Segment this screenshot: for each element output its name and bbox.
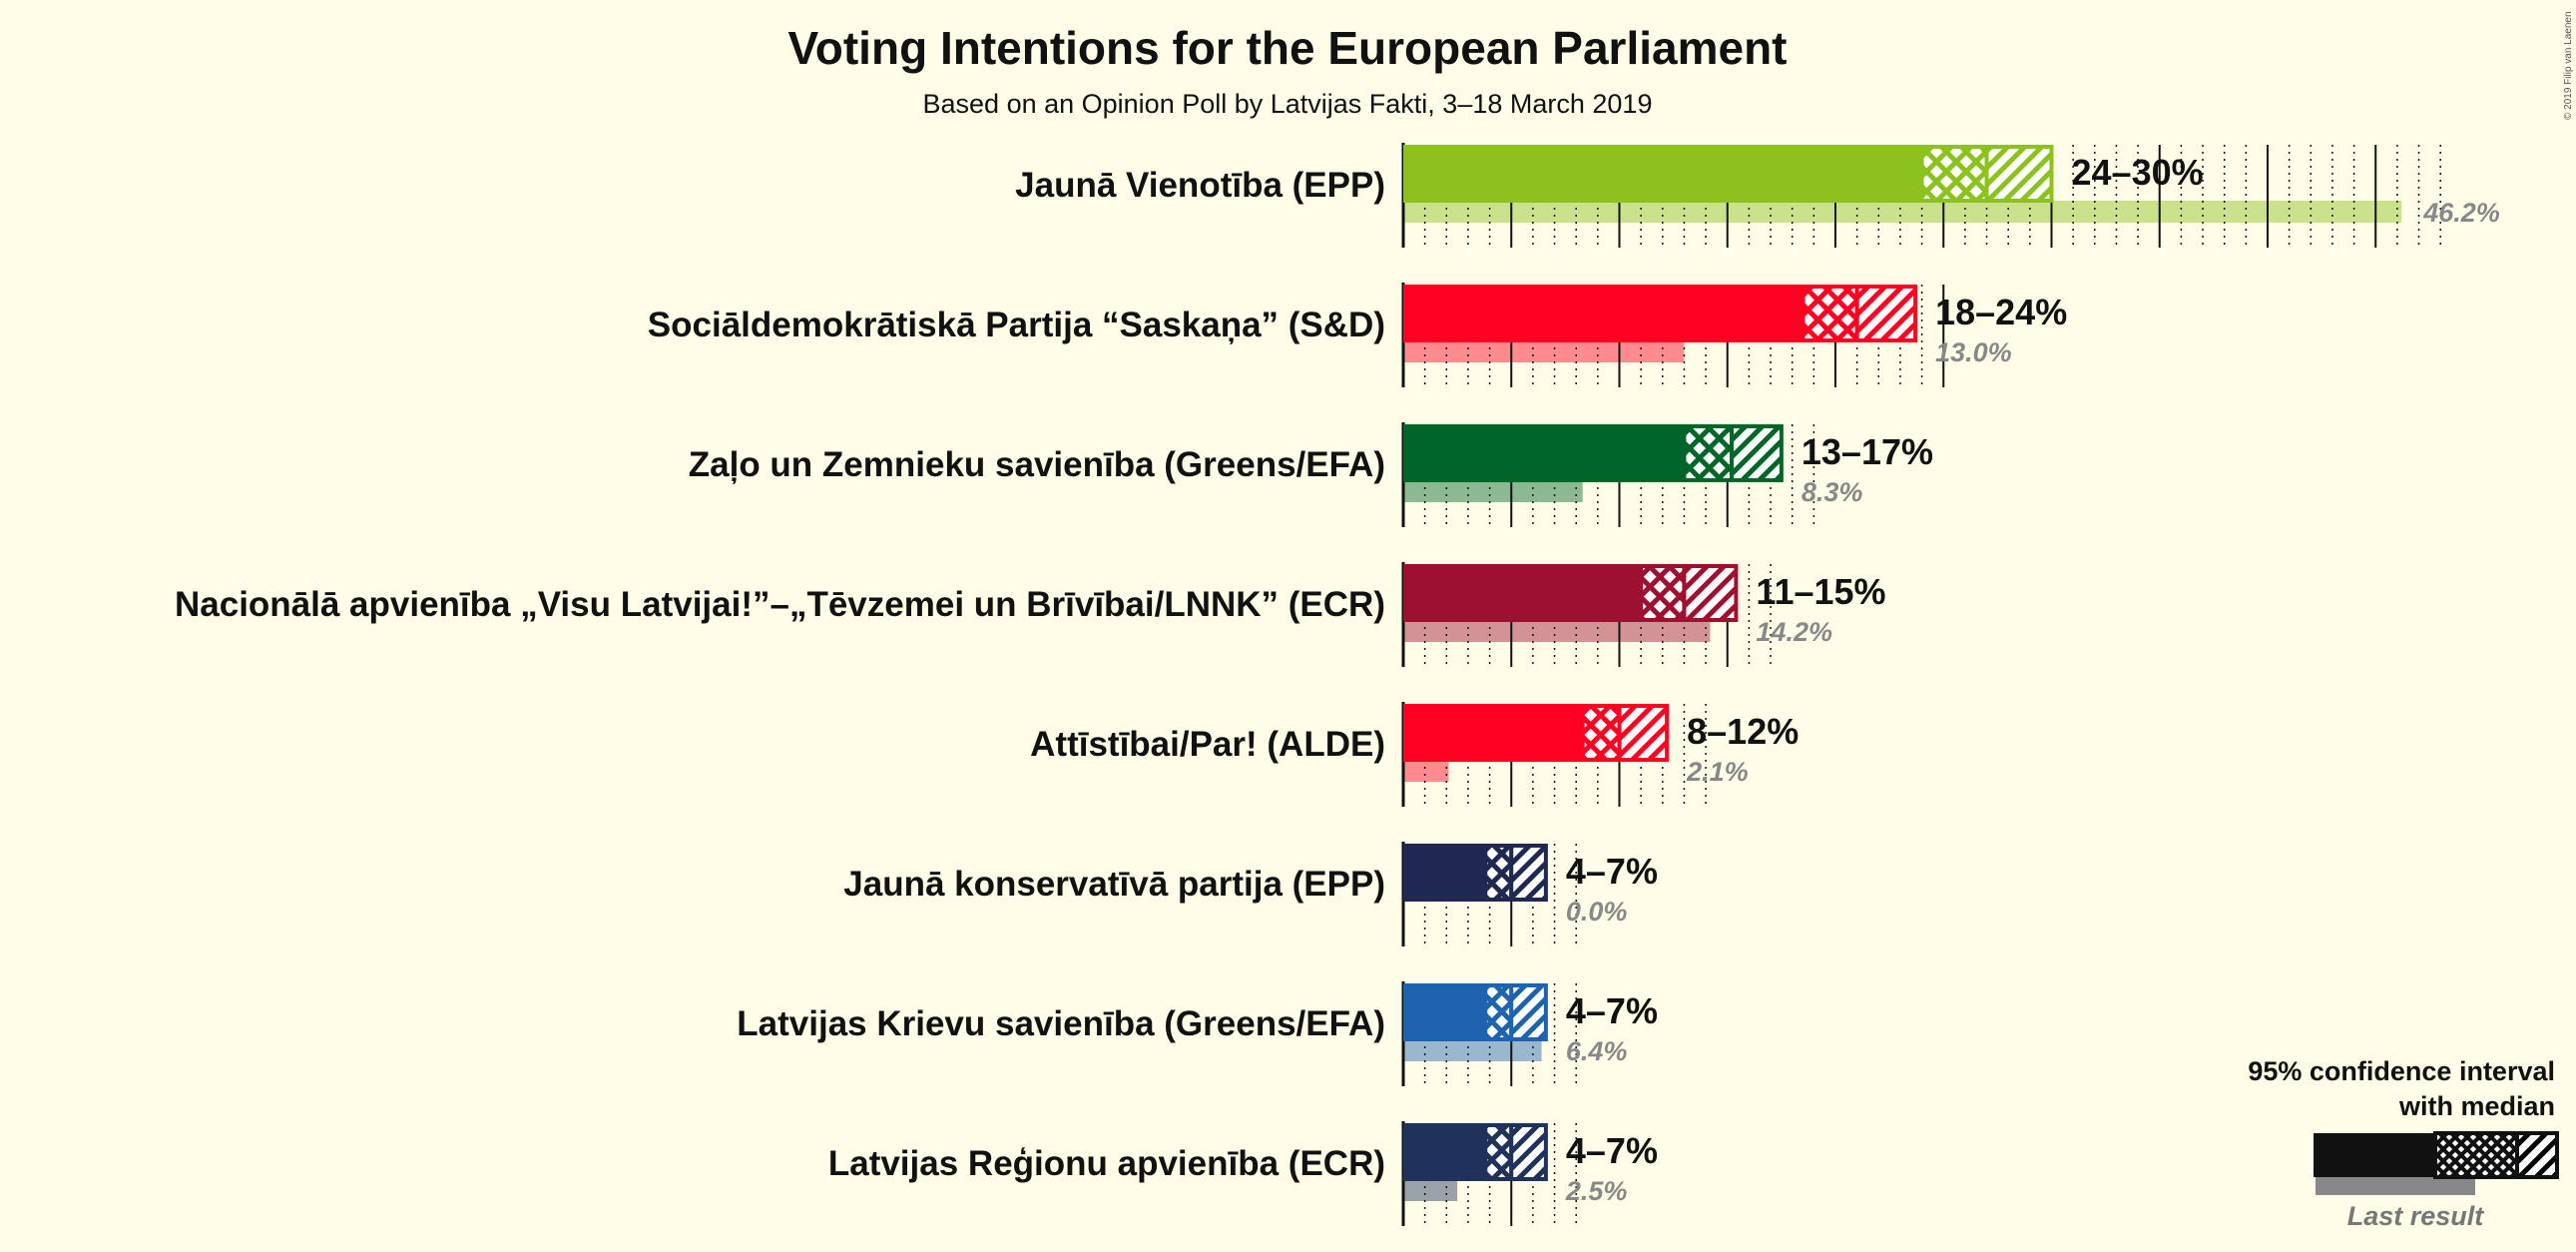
ci-crosshatch-segment: [1682, 424, 1735, 482]
copyright: © 2019 Filip van Laenen: [2563, 11, 2574, 120]
ci-solid-bar: [1403, 145, 1922, 203]
last-result-label: 8.3%: [1802, 477, 1863, 507]
party-row: Nacionālā apvienība „Visu Latvijai!”–„Tē…: [175, 562, 1886, 667]
ci-solid-bar: [1403, 704, 1583, 762]
party-label: Zaļo un Zemnieku savienība (Greens/EFA): [689, 445, 1385, 484]
party-label: Jaunā konservatīvā partija (EPP): [843, 865, 1385, 904]
last-result-bar: [1403, 620, 1711, 642]
last-result-label: 2.5%: [1565, 1176, 1628, 1206]
range-label: 13–17%: [1802, 431, 1933, 472]
legend-ci-label: 95% confidence interval: [2248, 1056, 2555, 1086]
range-label: 4–7%: [1566, 990, 1658, 1031]
legend-last-label: Last result: [2347, 1201, 2485, 1231]
range-label: 8–12%: [1687, 711, 1799, 752]
party-label: Latvijas Reģionu apvienība (ECR): [828, 1144, 1385, 1183]
ci-crosshatch-segment: [1919, 145, 1989, 203]
ci-hatch-segment: [1509, 1123, 1548, 1181]
party-label: Attīstībai/Par! (ALDE): [1030, 725, 1385, 764]
ci-hatch-segment: [1854, 285, 1918, 342]
last-result-bar: [1403, 1039, 1542, 1061]
party-label: Latvijas Krievu savienība (Greens/EFA): [737, 1004, 1385, 1043]
ci-hatch-segment: [1509, 983, 1548, 1041]
ci-solid-bar: [1403, 424, 1685, 482]
legend-ci-label-2: with median: [2398, 1091, 2555, 1121]
legend-solid: [2314, 1133, 2435, 1177]
ci-solid-bar: [1403, 285, 1803, 342]
ci-crosshatch-segment: [1580, 704, 1622, 762]
party-rows: Jaunā Vienotība (EPP) 24–30% 46.2% Sociālde…: [175, 143, 2500, 1226]
ci-crosshatch-segment: [1483, 983, 1514, 1041]
ci-crosshatch-segment: [1483, 844, 1514, 902]
party-row: Latvijas Krievu savienība (Greens/EFA) 4–…: [737, 981, 1658, 1086]
party-row: Zaļo un Zemnieku savienība (Greens/EFA) 1…: [689, 422, 1933, 527]
ci-hatch-segment: [1509, 844, 1548, 902]
last-result-label: 6.4%: [1566, 1036, 1628, 1066]
chart-title: Voting Intentions for the European Parli…: [788, 22, 1788, 74]
ci-solid-bar: [1403, 1123, 1486, 1181]
range-label: 18–24%: [1935, 292, 2067, 332]
legend-hatch: [2515, 1131, 2559, 1179]
party-label: Sociāldemokrātiskā Partija “Saskaņa” (S&…: [648, 306, 1385, 344]
ci-hatch-segment: [1984, 145, 2054, 203]
party-row: Latvijas Reģionu apvienība (ECR) 4–7% 2.5%: [828, 1121, 1658, 1226]
last-result-bar: [1403, 760, 1449, 782]
chart-subtitle: Based on an Opinion Poll by Latvijas Fak…: [923, 89, 1653, 119]
party-label: Nacionālā apvienība „Visu Latvijai!”–„Tē…: [175, 585, 1385, 624]
last-result-label: 46.2%: [2422, 198, 2500, 228]
ci-hatch-segment: [1617, 704, 1670, 762]
last-result-label: 0.0%: [1566, 897, 1628, 927]
party-row: Jaunā konservatīvā partija (EPP) 4–7% 0.0%: [843, 842, 1658, 946]
last-result-bar: [1403, 201, 2402, 223]
ci-hatch-segment: [1730, 424, 1784, 482]
ci-hatch-segment: [1682, 564, 1739, 622]
party-row: Sociāldemokrātiskā Partija “Saskaņa” (S&…: [648, 283, 2067, 387]
last-result-label: 13.0%: [1935, 337, 2012, 367]
legend-cross-lines: [2437, 1135, 2515, 1175]
ci-crosshatch-segment: [1483, 1123, 1514, 1181]
legend: 95% confidence interval with median Last…: [2248, 1056, 2559, 1231]
ci-crosshatch-segment: [1639, 564, 1687, 622]
ci-crosshatch-segment: [1801, 285, 1859, 342]
last-result-bar: [1403, 480, 1583, 502]
ci-solid-bar: [1403, 564, 1642, 622]
last-result-bar: [1403, 340, 1685, 362]
last-result-label: 14.2%: [1756, 617, 1832, 647]
party-label: Jaunā Vienotība (EPP): [1015, 166, 1385, 205]
party-row: Attīstībai/Par! (ALDE) 8–12% 2.1%: [1030, 702, 1799, 807]
range-label: 4–7%: [1566, 851, 1658, 892]
ci-solid-bar: [1403, 844, 1486, 902]
range-label: 4–7%: [1566, 1130, 1658, 1171]
last-result-bar: [1403, 1179, 1458, 1201]
ci-solid-bar: [1403, 983, 1486, 1041]
last-result-label: 2.1%: [1686, 757, 1749, 787]
party-row: Jaunā Vienotība (EPP) 24–30% 46.2%: [1015, 143, 2500, 248]
range-label: 24–30%: [2072, 152, 2204, 193]
range-label: 11–15%: [1756, 571, 1885, 612]
